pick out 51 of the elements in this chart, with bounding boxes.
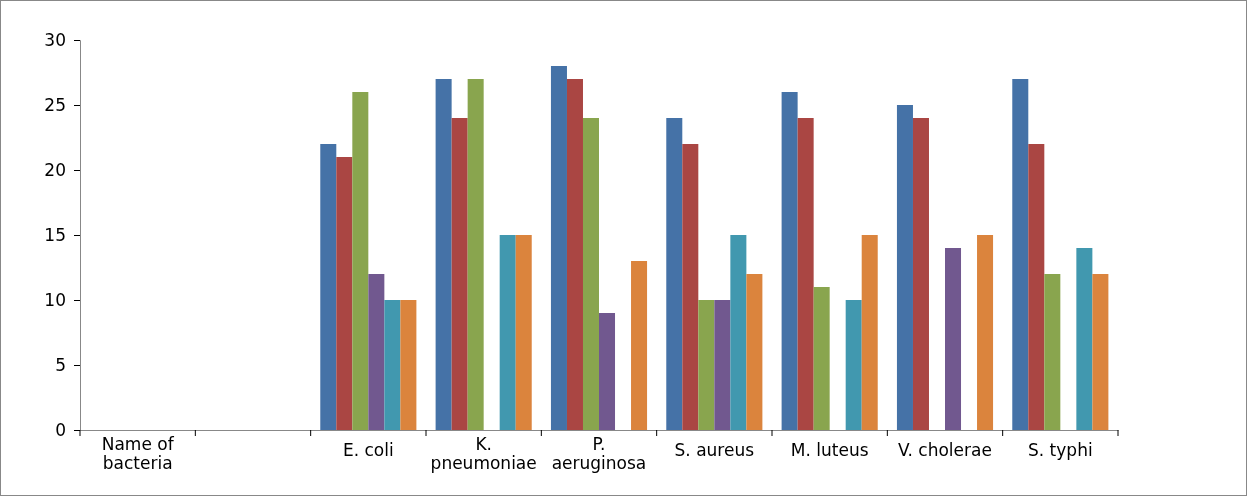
bar bbox=[682, 144, 699, 430]
x-tick-label: M. luteus bbox=[790, 440, 869, 460]
x-tick-label: S. typhi bbox=[1028, 440, 1093, 460]
bar bbox=[320, 144, 337, 430]
bar bbox=[781, 92, 798, 430]
bar bbox=[352, 92, 369, 430]
bar bbox=[977, 235, 994, 430]
bar bbox=[499, 235, 516, 430]
y-tick-label: 5 bbox=[55, 354, 66, 375]
bar bbox=[845, 300, 862, 430]
x-tick-label: E. coli bbox=[342, 440, 394, 460]
y-tick-label: 0 bbox=[55, 419, 66, 440]
x-tick-label: S. aureus bbox=[674, 440, 755, 460]
x-tick-label: V. cholerae bbox=[898, 440, 992, 460]
bar bbox=[435, 79, 452, 430]
bar bbox=[400, 300, 417, 430]
bar bbox=[1012, 79, 1029, 430]
y-tick-label: 15 bbox=[44, 224, 66, 245]
bar bbox=[368, 274, 385, 430]
y-tick-label: 30 bbox=[44, 29, 66, 50]
bar bbox=[515, 235, 532, 430]
bar bbox=[730, 235, 747, 430]
bar bbox=[550, 66, 567, 430]
bar bbox=[945, 248, 962, 430]
bar bbox=[666, 118, 683, 430]
x-tick-label: Name of bacteria bbox=[101, 434, 175, 473]
bar bbox=[797, 118, 814, 430]
bar bbox=[813, 287, 830, 430]
bar bbox=[1092, 274, 1109, 430]
bar bbox=[336, 157, 353, 430]
bar bbox=[698, 300, 715, 430]
bar bbox=[861, 235, 878, 430]
bar bbox=[1044, 274, 1061, 430]
bar bbox=[714, 300, 731, 430]
bar bbox=[896, 105, 913, 430]
bar bbox=[1028, 144, 1045, 430]
bar bbox=[582, 118, 599, 430]
y-tick-label: 20 bbox=[44, 159, 66, 180]
bar bbox=[1076, 248, 1093, 430]
bar bbox=[467, 79, 484, 430]
bar bbox=[599, 313, 616, 430]
y-tick-label: 25 bbox=[44, 94, 66, 115]
bar bbox=[912, 118, 929, 430]
bar bbox=[566, 79, 583, 430]
bar bbox=[746, 274, 763, 430]
bar bbox=[451, 118, 468, 430]
x-tick-label: P. aeruginosa bbox=[551, 434, 647, 473]
bar bbox=[384, 300, 401, 430]
x-tick-label: K. pneumoniae bbox=[430, 434, 537, 473]
y-tick-label: 10 bbox=[44, 289, 66, 310]
bar bbox=[631, 261, 648, 430]
